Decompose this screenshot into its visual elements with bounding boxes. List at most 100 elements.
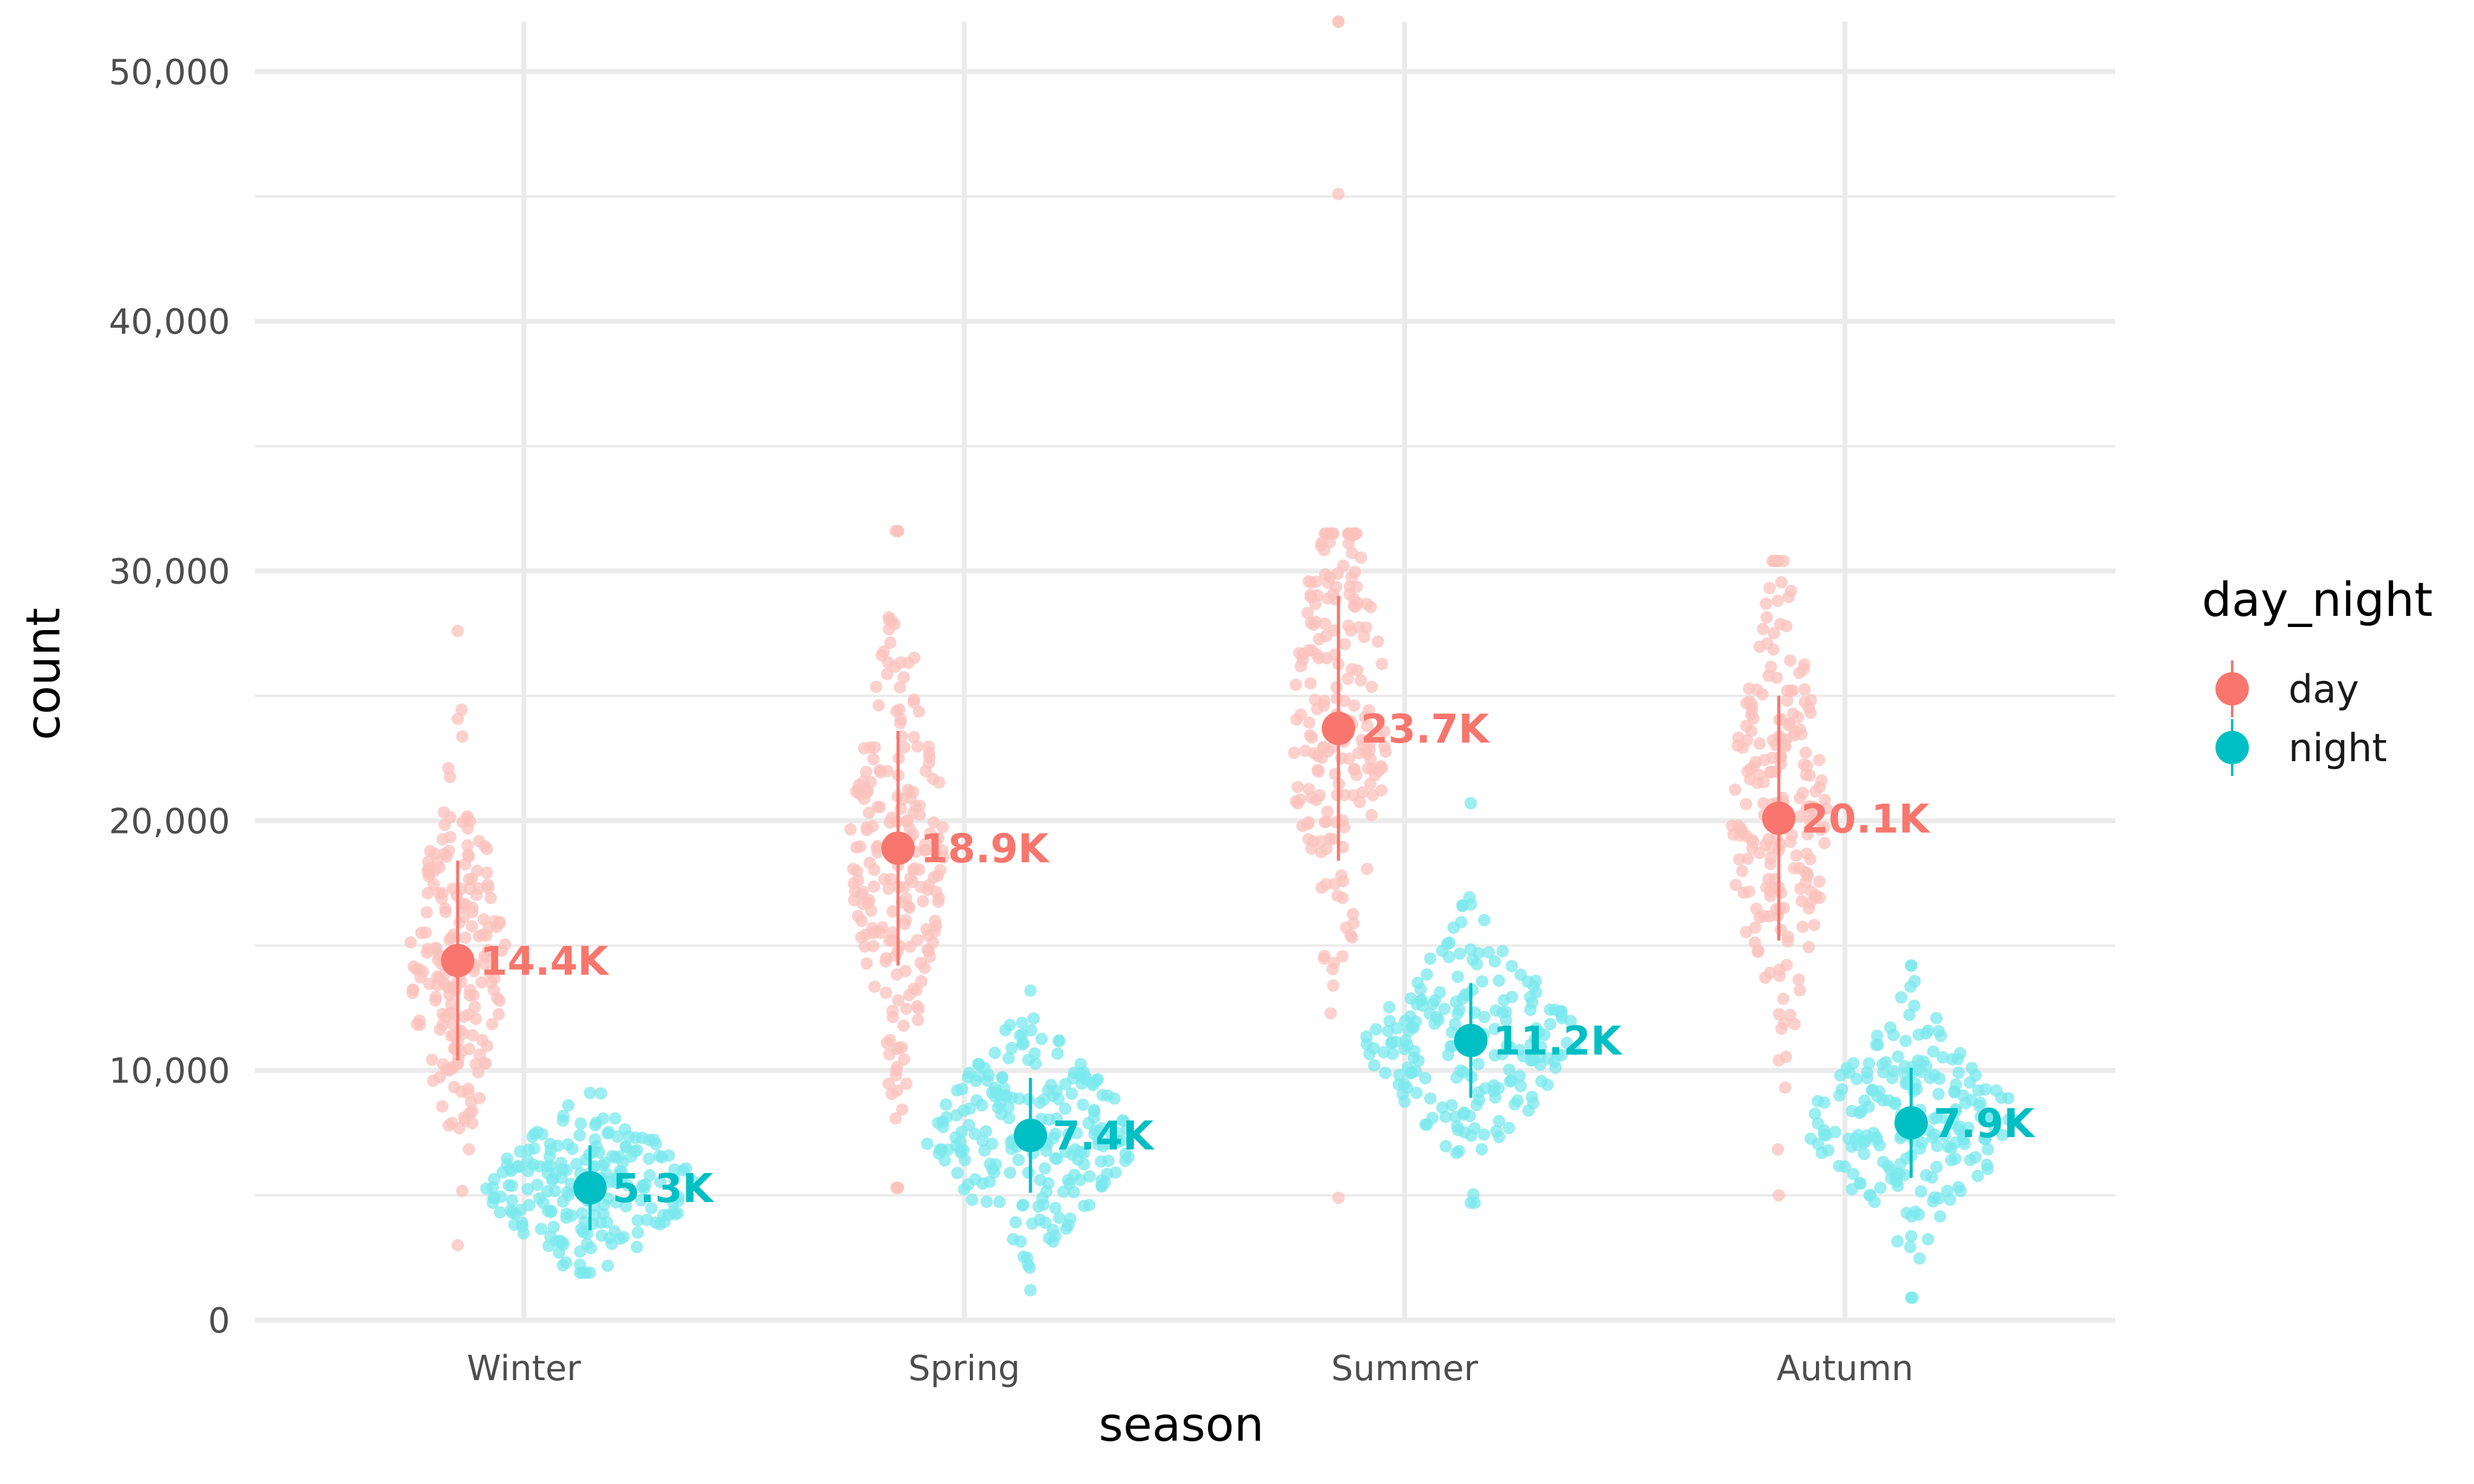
- swarm-point-day: [1346, 931, 1359, 944]
- swarm-point-night: [1497, 994, 1510, 1007]
- swarm-point-night: [962, 1119, 975, 1132]
- swarm-point-night: [1847, 1167, 1860, 1180]
- swarm-point-day: [1342, 672, 1355, 685]
- swarm-point-day: [868, 863, 881, 876]
- swarm-point-night: [1564, 1015, 1577, 1028]
- swarm-point-day: [466, 1029, 479, 1042]
- swarm-point-night: [1490, 1125, 1503, 1138]
- swarm-point-night: [1439, 1140, 1452, 1153]
- y-tick-label: 0: [208, 1301, 230, 1341]
- swarm-point-day: [1320, 815, 1333, 828]
- swarm-point-night: [1428, 1017, 1441, 1030]
- swarm-point-night: [1912, 1028, 1925, 1041]
- swarm-point-day: [1324, 535, 1337, 548]
- swarm-point-day: [1773, 970, 1786, 983]
- swarm-point-day: [1320, 842, 1333, 855]
- swarm-point-day: [912, 705, 925, 718]
- swarm-point-night: [1894, 991, 1907, 1004]
- swarm-point-night: [614, 1174, 627, 1187]
- mean-point-night: [573, 1171, 607, 1205]
- x-tick-label: Spring: [909, 1349, 1021, 1389]
- swarm-point-night: [1905, 1230, 1918, 1243]
- swarm-point-night: [1910, 1064, 1923, 1077]
- data-label-night: 7.9K: [1933, 1101, 2035, 1147]
- swarm-point-night: [980, 1125, 992, 1138]
- swarm-point-night: [940, 1111, 953, 1124]
- swarm-point-night: [500, 1152, 513, 1165]
- swarm-point-night: [544, 1138, 557, 1151]
- swarm-point-night: [1083, 1170, 1096, 1183]
- swarm-point-night: [649, 1216, 662, 1229]
- legend-key-night: [2215, 719, 2249, 776]
- swarm-point-night: [1950, 1104, 1962, 1117]
- swarm-point-day: [886, 1004, 899, 1017]
- mean-point-night: [1454, 1023, 1487, 1057]
- swarm-point-day: [928, 925, 941, 938]
- swarm-point-day: [1317, 741, 1330, 753]
- swarm-point-night: [1482, 946, 1495, 959]
- swarm-point-day: [902, 989, 915, 1002]
- swarm-point-day: [1740, 798, 1753, 811]
- swarm-point-day: [482, 944, 495, 957]
- swarm-point-day: [447, 1017, 459, 1030]
- swarm-point-day: [481, 1039, 494, 1052]
- swarm-point-day: [463, 873, 476, 886]
- swarm-point-night: [1465, 898, 1478, 911]
- swarm-point-day: [852, 874, 865, 887]
- swarm-point-day: [1321, 805, 1334, 818]
- swarm-point-day: [1796, 920, 1809, 933]
- swarm-point-night: [1870, 1038, 1883, 1051]
- swarm-point-night: [545, 1205, 558, 1217]
- swarm-point-night: [1854, 1177, 1867, 1190]
- swarm-point-night: [1065, 1087, 1078, 1100]
- swarm-point-night: [1382, 1025, 1395, 1038]
- swarm-point-day: [461, 839, 474, 852]
- swarm-point-day: [862, 783, 875, 796]
- legend-title: day_night: [2202, 572, 2433, 627]
- swarm-point-day: [421, 887, 434, 900]
- swarm-point-day: [854, 840, 867, 853]
- swarm-point-night: [940, 1098, 952, 1111]
- swarm-point-night: [505, 1194, 518, 1207]
- swarm-point-day: [1750, 683, 1763, 696]
- swarm-point-night: [1022, 1093, 1035, 1106]
- data-label-night: 5.3K: [612, 1166, 714, 1212]
- swarm-point-day: [411, 1018, 424, 1031]
- swarm-point-night: [1930, 1161, 1943, 1174]
- swarm-point-night: [1434, 986, 1446, 999]
- swarm-point-day: [907, 731, 920, 744]
- swarm-point-night: [1379, 1067, 1392, 1079]
- swarm-point-night: [1982, 1143, 1994, 1156]
- y-axis-title: count: [15, 608, 71, 740]
- swarm-point-night: [608, 1225, 621, 1238]
- swarm-point-night: [1541, 1078, 1554, 1091]
- swarm-point-day: [421, 946, 434, 959]
- swarm-point-day: [897, 1019, 910, 1032]
- swarm-point-day: [1793, 667, 1806, 680]
- swarm-point-day: [1758, 910, 1771, 923]
- swarm-point-night: [1478, 914, 1491, 927]
- swarm-point-day: [1772, 1054, 1785, 1067]
- swarm-point-night: [1995, 1091, 2008, 1104]
- swarm-point-night: [511, 1159, 524, 1172]
- swarm-point-day: [868, 980, 881, 993]
- swarm-point-day: [844, 823, 857, 836]
- swarm-point-day: [430, 942, 443, 955]
- swarm-point-night: [1496, 1048, 1509, 1060]
- swarm-point-night: [1804, 1132, 1817, 1145]
- swarm-point-night: [921, 1137, 934, 1150]
- swarm-point-day: [1784, 1009, 1797, 1021]
- swarm-point-night: [1492, 1081, 1505, 1094]
- swarm-point-day: [1327, 979, 1340, 992]
- swarm-point-night: [1051, 1047, 1064, 1060]
- x-tick-label: Summer: [1331, 1349, 1479, 1389]
- swarm-point-day: [1347, 917, 1360, 930]
- swarm-point-day: [1784, 584, 1797, 597]
- swarm-point-day: [907, 693, 920, 706]
- swarm-point-night: [1953, 1120, 1966, 1133]
- swarm-point-day: [1750, 902, 1763, 915]
- swarm-point-day: [867, 820, 880, 833]
- swarm-point-day: [493, 994, 506, 1007]
- swarm-point-night: [1472, 1057, 1485, 1070]
- swarm-point-day: [1324, 1007, 1337, 1020]
